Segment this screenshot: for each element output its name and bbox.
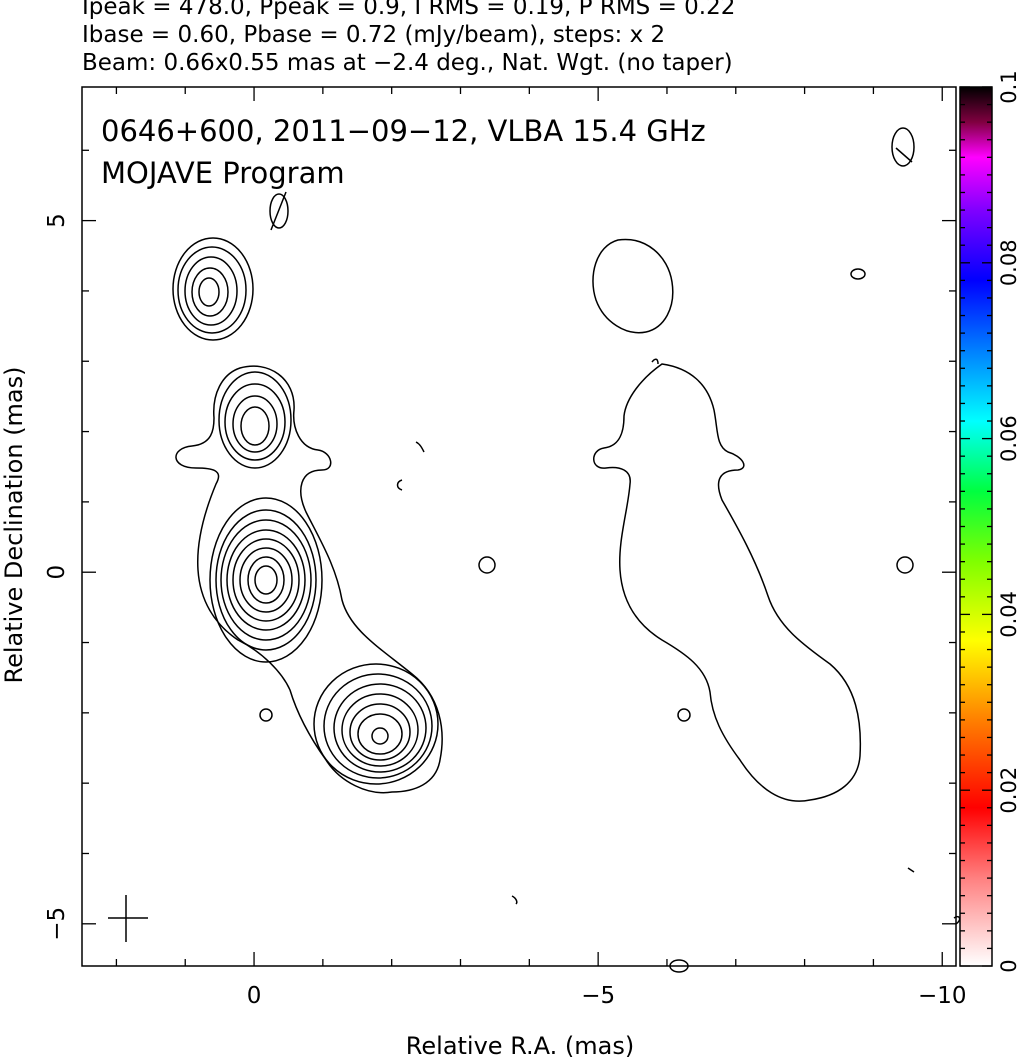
contour-core bbox=[226, 529, 306, 631]
plot-frame bbox=[81, 86, 957, 967]
x-tick-label: −5 bbox=[581, 983, 615, 1009]
contour-noise bbox=[891, 127, 915, 167]
contour-noise bbox=[415, 441, 425, 453]
x-axis-ticks: 0 −5 −10 bbox=[115, 87, 967, 1009]
contour-noise bbox=[269, 193, 289, 229]
y-axis-label: Relative Declination (mas) bbox=[0, 366, 28, 683]
header-line-3: Beam: 0.66x0.55 mas at −2.4 deg., Nat. W… bbox=[82, 50, 733, 76]
y-tick-label: −5 bbox=[44, 907, 70, 941]
contour-noise bbox=[907, 867, 915, 873]
contour-layer bbox=[172, 127, 961, 973]
beam-marker bbox=[108, 895, 148, 942]
contour-jet-knot bbox=[349, 703, 411, 761]
contour-jet-knot bbox=[357, 713, 403, 755]
contour-polarization bbox=[592, 238, 674, 334]
contour-core bbox=[254, 565, 278, 595]
contour-jet-knot bbox=[371, 727, 389, 745]
contour-noise bbox=[396, 479, 403, 491]
x-tick-label: −10 bbox=[918, 983, 967, 1009]
contour-northern-feature bbox=[191, 267, 229, 317]
colorbar-tick-label: 0.04 bbox=[997, 591, 1021, 638]
contour-jet-knot bbox=[313, 663, 439, 785]
contour-polarization bbox=[593, 363, 862, 802]
contour-noise bbox=[953, 915, 961, 925]
contour-noise bbox=[677, 708, 691, 722]
colorbar-tick-label: 0 bbox=[997, 959, 1021, 972]
contour-inner-jet bbox=[240, 406, 270, 446]
contour-noise bbox=[511, 895, 518, 905]
contour-core bbox=[215, 509, 317, 651]
header-line-1: Ipeak = 478.0, Ppeak = 0.9, I RMS = 0.19… bbox=[82, 0, 736, 20]
contour-core bbox=[209, 497, 323, 663]
contour-noise bbox=[259, 708, 273, 722]
colorbar-ticks: 0 0.02 0.04 0.06 0.08 0.1 bbox=[960, 70, 1021, 973]
contour-noise bbox=[895, 147, 913, 163]
contour-core bbox=[232, 538, 300, 622]
contour-noise bbox=[270, 191, 287, 231]
contour-noise bbox=[896, 556, 914, 574]
contour-northern-feature bbox=[177, 246, 247, 334]
contour-inner-jet bbox=[218, 371, 292, 469]
y-tick-label: 5 bbox=[44, 213, 70, 228]
contour-jet-knot bbox=[323, 673, 433, 779]
x-tick-label: 0 bbox=[247, 983, 262, 1009]
contour-inner-jet bbox=[232, 395, 278, 453]
x-axis-label: Relative R.A. (mas) bbox=[406, 1032, 634, 1060]
contour-northern-feature bbox=[184, 256, 238, 326]
contour-core bbox=[247, 556, 285, 604]
y-tick-label: 0 bbox=[44, 565, 70, 580]
y-axis-ticks: −5 0 5 bbox=[44, 149, 956, 941]
chart-subtitle: MOJAVE Program bbox=[101, 156, 345, 190]
colorbar-tick-label: 0.1 bbox=[997, 70, 1021, 103]
contour-jet-knot bbox=[341, 693, 419, 767]
header-line-2: Ibase = 0.60, Pbase = 0.72 (mJy/beam), s… bbox=[82, 22, 666, 48]
contour-core bbox=[239, 547, 293, 613]
contour-core bbox=[220, 519, 312, 641]
contour-polarization bbox=[651, 358, 659, 365]
colorbar-tick-label: 0.06 bbox=[997, 415, 1021, 462]
contour-total-intensity bbox=[175, 365, 443, 794]
contour-inner-jet bbox=[224, 383, 286, 461]
contour-jet-knot bbox=[333, 683, 427, 773]
contour-northern-feature bbox=[198, 277, 220, 307]
contour-northern-feature bbox=[172, 237, 254, 341]
chart-title: 0646+600, 2011−09−12, VLBA 15.4 GHz bbox=[101, 114, 706, 148]
colorbar-tick-label: 0.08 bbox=[997, 239, 1021, 286]
contour-noise bbox=[478, 556, 496, 574]
colorbar-tick-label: 0.02 bbox=[997, 767, 1021, 814]
contour-noise bbox=[850, 268, 866, 280]
